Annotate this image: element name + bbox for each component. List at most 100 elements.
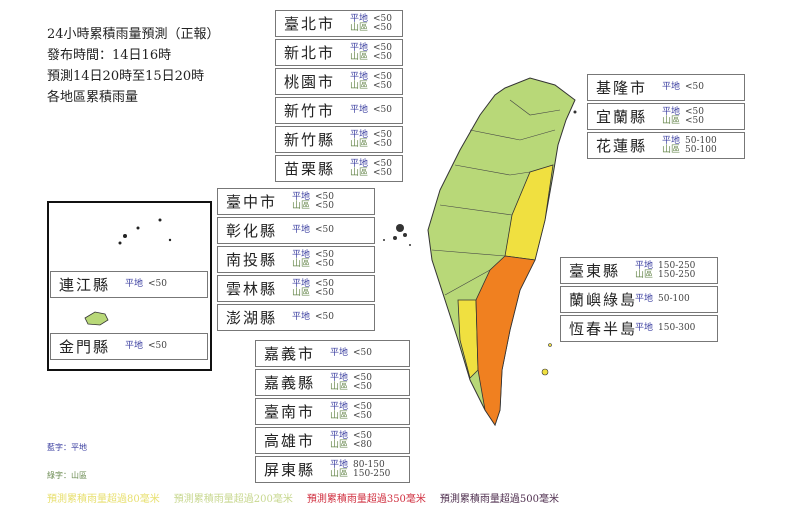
- region-box-hengchun-peninsula: 恆春半島 平地 150-300: [560, 315, 718, 342]
- region-box-keelung-city: 基隆市 平地 <50: [587, 74, 745, 101]
- value-row-plain: 平地 <50: [330, 402, 372, 412]
- mountain-value: <80: [353, 439, 373, 450]
- region-box-chiayi-county: 嘉義縣 平地 <50 山區 <50: [255, 369, 410, 396]
- value-row-plain: 平地 <50: [350, 13, 392, 24]
- plain-value: <50: [685, 82, 705, 92]
- region-name: 桃園市: [284, 73, 336, 91]
- value-row-plain: 平地 <50: [350, 42, 393, 53]
- map-region-50-100-southwest: [457, 299, 479, 379]
- plain-label: 平地: [330, 348, 349, 358]
- plain-value: <50: [373, 129, 393, 140]
- forecast-header: 24小時累積雨量預測（正報） 發布時間：14日16時 預測14日20時至15日2…: [47, 24, 220, 108]
- plain-label: 平地: [350, 158, 369, 169]
- plain-label: 平地: [350, 105, 369, 115]
- mountain-label: 山區: [350, 138, 369, 149]
- region-box-hsinchu-city: 新竹市 平地 <50: [275, 97, 403, 124]
- region-box-penghu-county: 澎湖縣 平地 <50: [217, 304, 375, 331]
- region-name: 宜蘭縣: [596, 108, 648, 126]
- value-row-plain: 平地 50-100: [662, 135, 717, 146]
- plain-value: <50: [685, 106, 705, 117]
- region-box-lienchiang-county: 連江縣 平地 <50: [50, 271, 208, 298]
- value-row-mountain: 山區 <50: [292, 288, 334, 298]
- plain-label: 平地: [662, 135, 681, 146]
- value-row-plain: 平地 <50: [350, 71, 393, 82]
- region-values: 平地 <50 山區 <50: [350, 13, 392, 33]
- region-box-kinmen-county: 金門縣 平地 <50: [50, 333, 208, 360]
- value-row-mountain: 山區 50-100: [662, 145, 717, 155]
- region-box-taipei-city: 臺北市 平地 <50 山區 <50: [275, 10, 403, 37]
- value-row-plain: 平地 80-150: [330, 460, 390, 470]
- guishan-island: [573, 110, 577, 114]
- plain-value: <50: [148, 341, 168, 351]
- plain-label: 平地: [635, 323, 654, 333]
- plain-value: <50: [373, 158, 393, 169]
- value-row-plain: 平地 <50: [330, 430, 372, 441]
- region-name: 金門縣: [59, 338, 111, 356]
- plain-value: <50: [373, 71, 393, 82]
- value-row-plain: 平地 <50: [292, 279, 334, 289]
- header-subtitle: 各地區累積雨量: [47, 90, 139, 105]
- mountain-value: <50: [373, 138, 393, 149]
- value-row-plain: 平地 <50: [292, 192, 334, 202]
- note-blue-plain: 藍字：平地: [47, 443, 87, 452]
- plain-value: <50: [373, 42, 393, 53]
- region-values: 平地 <50: [292, 226, 334, 235]
- value-row-plain: 平地 <50: [350, 129, 393, 140]
- mountain-label: 山區: [330, 381, 349, 392]
- mountain-value: <50: [315, 258, 335, 269]
- map-region-150-plus: [475, 255, 536, 426]
- region-values: 平地 <50 山區 <50: [350, 129, 393, 149]
- value-row-mountain: 山區 150-250: [330, 469, 390, 479]
- region-box-yilan-county: 宜蘭縣 平地 <50 山區 <50: [587, 103, 745, 130]
- value-row-mountain: 山區 <50: [350, 138, 393, 149]
- region-box-kaohsiung-city: 高雄市 平地 <50 山區 <80: [255, 427, 410, 454]
- region-values: 平地 150-250 山區 150-250: [635, 260, 695, 280]
- plain-label: 平地: [330, 430, 349, 441]
- region-name: 苗栗縣: [284, 160, 336, 178]
- region-name: 新竹市: [284, 102, 336, 120]
- outlying-islands-inset: [47, 201, 212, 371]
- region-values: 平地 <50 山區 <80: [330, 430, 373, 450]
- value-row-plain: 平地 <50: [350, 158, 393, 169]
- region-name: 花蓮縣: [596, 137, 648, 155]
- region-name: 新竹縣: [284, 131, 336, 149]
- value-row-plain: 平地 150-250: [635, 260, 695, 271]
- region-name: 高雄市: [264, 432, 316, 450]
- header-period: 預測14日20時至15日20時: [47, 69, 205, 84]
- plain-label: 平地: [350, 42, 369, 53]
- region-name: 臺北市: [284, 15, 336, 33]
- region-values: 平地 <50 山區 <50: [292, 279, 334, 298]
- region-box-tainan-city: 臺南市 平地 <50 山區 <50: [255, 398, 410, 425]
- value-row-mountain: 山區 150-250: [635, 270, 695, 280]
- plain-label: 平地: [635, 294, 654, 304]
- plain-label: 平地: [292, 225, 311, 235]
- region-box-hsinchu-county: 新竹縣 平地 <50 山區 <50: [275, 126, 403, 153]
- mountain-label: 山區: [292, 200, 311, 211]
- value-row-mountain: 山區 <80: [330, 439, 373, 450]
- region-name: 蘭嶼綠島: [569, 291, 638, 309]
- note-green-mountain: 綠字：山區: [47, 471, 87, 480]
- region-values: 平地 150-300: [635, 324, 695, 333]
- plain-value: 150-300: [658, 323, 696, 333]
- plain-label: 平地: [350, 13, 369, 24]
- region-box-changhua-county: 彰化縣 平地 <50: [217, 217, 375, 244]
- legend-item-350: 預測累積雨量超過350毫米: [306, 494, 426, 505]
- region-name: 臺東縣: [569, 262, 621, 280]
- value-row-plain: 平地 <50: [662, 83, 704, 92]
- value-row-plain: 平地 <50: [292, 313, 334, 322]
- region-name: 澎湖縣: [226, 309, 278, 327]
- mountain-value: <50: [315, 200, 335, 211]
- legend-item-80: 預測累積雨量超過80毫米: [47, 494, 160, 505]
- plain-value: <50: [315, 225, 335, 235]
- plain-label: 平地: [662, 106, 681, 117]
- region-name: 臺中市: [226, 193, 278, 211]
- plain-label: 平地: [350, 71, 369, 82]
- plain-label: 平地: [635, 260, 654, 271]
- region-values: 平地 <50 山區 <50: [350, 158, 393, 178]
- region-name: 恆春半島: [569, 320, 638, 338]
- value-row-mountain: 山區 <50: [662, 116, 704, 126]
- region-values: 平地 <50: [125, 280, 167, 289]
- region-name: 嘉義縣: [264, 374, 316, 392]
- value-row-mountain: 山區 <50: [350, 81, 392, 91]
- region-box-nantou-county: 南投縣 平地 <50 山區 <50: [217, 246, 375, 273]
